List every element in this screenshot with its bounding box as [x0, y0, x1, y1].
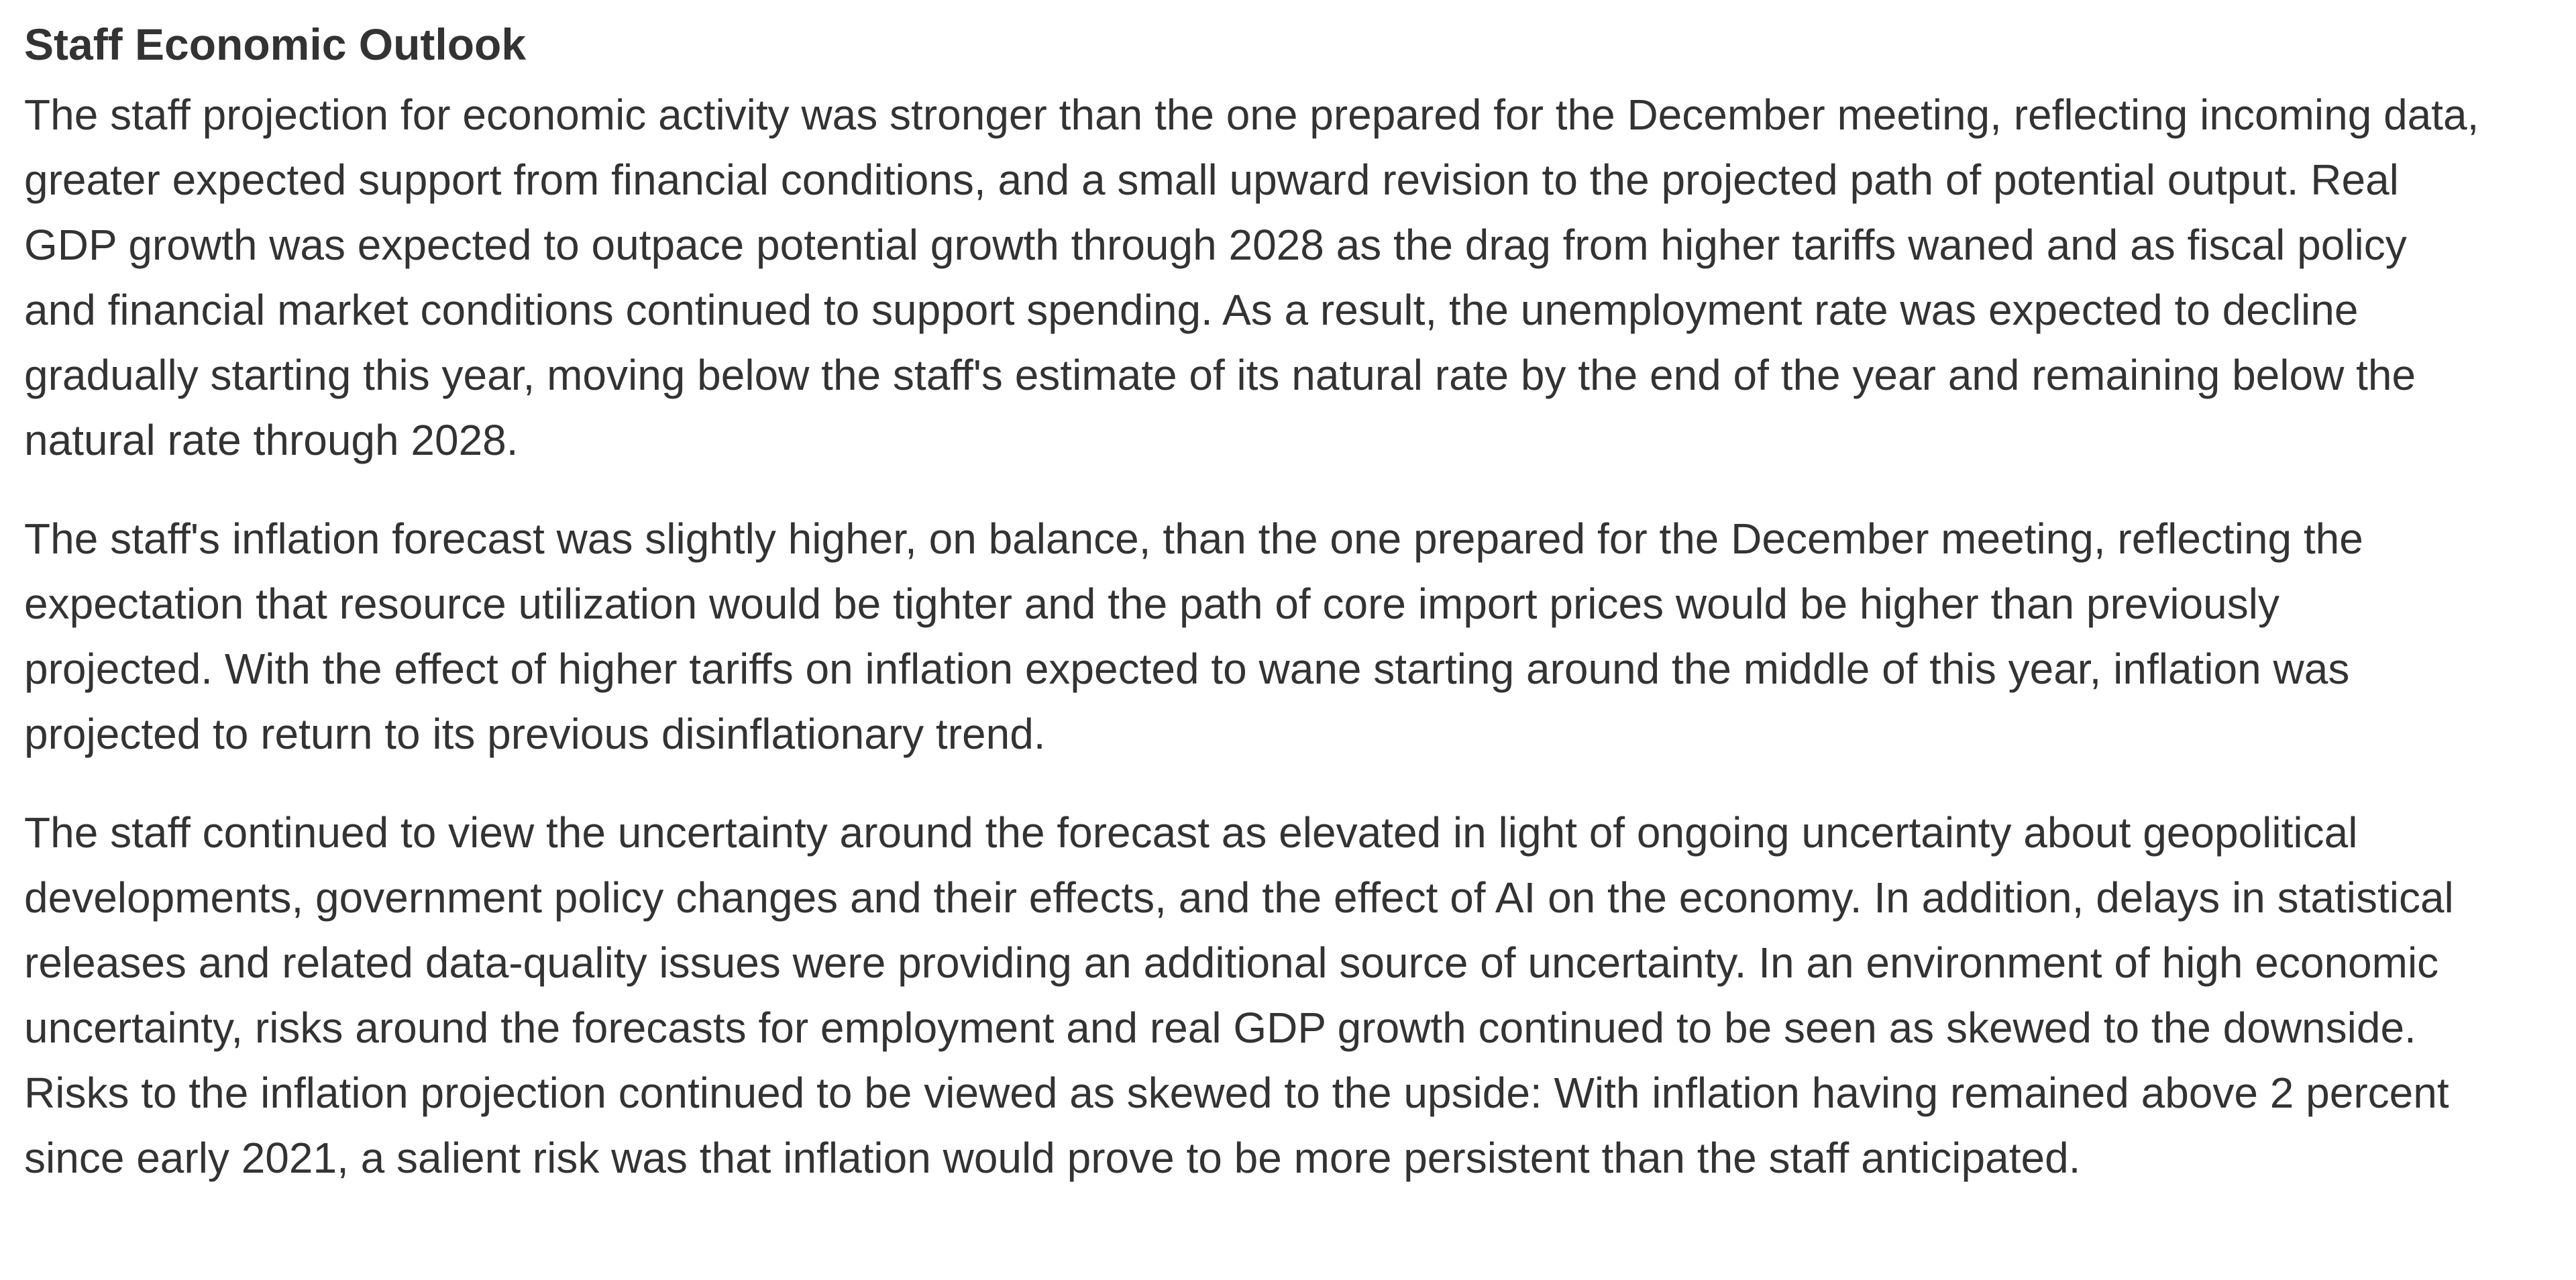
paragraph-economic-activity: The staff projection for economic activi… — [24, 91, 2479, 464]
paragraph-uncertainty-risks: The staff continued to view the uncertai… — [24, 808, 2454, 1182]
paragraph-inflation-forecast: The staff's inflation forecast was sligh… — [24, 515, 2363, 758]
section-heading: Staff Economic Outlook — [24, 19, 527, 69]
